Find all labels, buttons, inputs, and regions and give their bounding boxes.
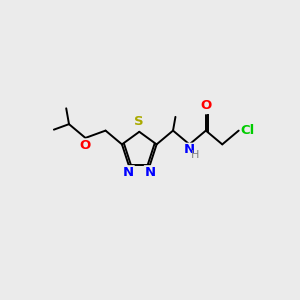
Text: O: O [200,99,212,112]
Text: N: N [146,166,157,179]
Text: N: N [184,143,195,156]
Text: H: H [190,150,199,161]
Text: N: N [144,166,156,179]
Text: O: O [80,139,91,152]
Text: Cl: Cl [241,124,255,137]
Text: S: S [134,115,144,128]
Text: N: N [122,166,133,179]
Text: N: N [123,166,134,179]
Text: S: S [134,115,144,128]
